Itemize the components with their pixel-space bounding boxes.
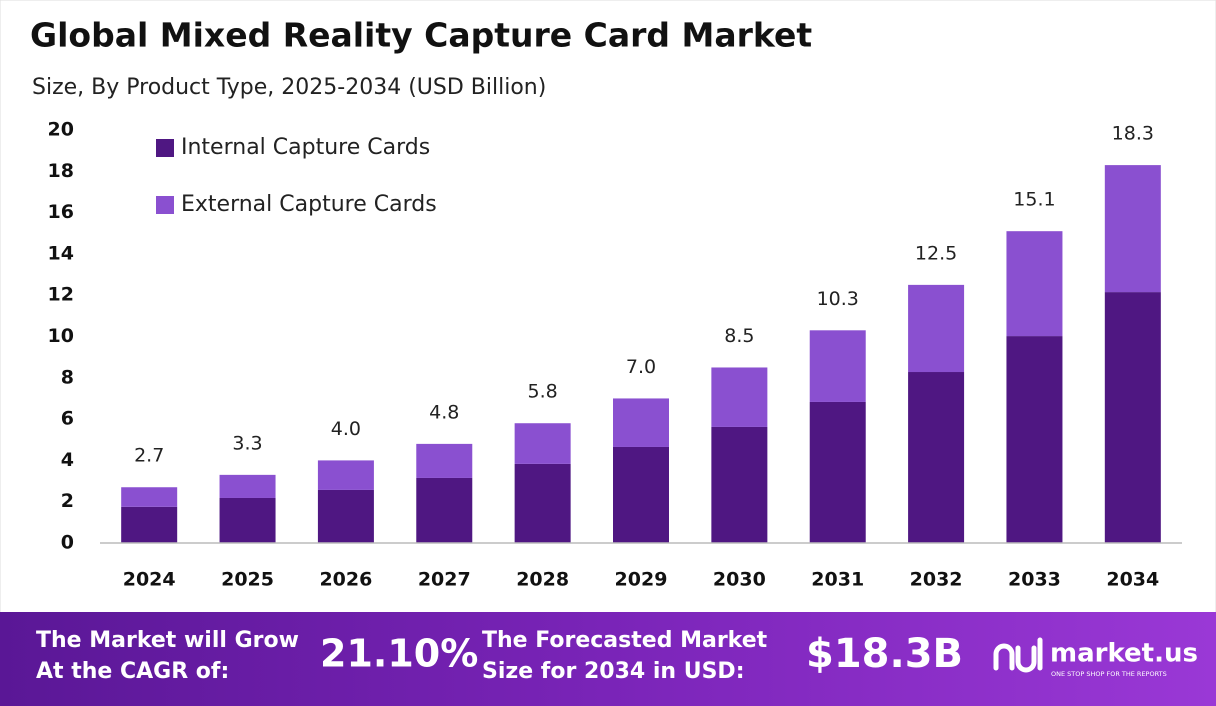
legend-swatch (156, 139, 174, 157)
total-label: 4.0 (331, 418, 361, 440)
bar-segment (514, 423, 571, 464)
y-tick-label: 20 (48, 119, 74, 141)
bar-segment (317, 460, 374, 490)
forecast-value: $18.3B (806, 631, 963, 677)
bar-segment (1104, 292, 1161, 543)
bar-segment (613, 446, 669, 543)
x-tick-label: 2031 (811, 569, 864, 591)
bar-segment (908, 372, 965, 543)
x-tick-label: 2025 (221, 569, 274, 591)
x-tick-label: 2034 (1106, 569, 1159, 591)
y-tick-label: 12 (48, 284, 74, 306)
bar-segment (219, 497, 276, 543)
footer-text: The Market will Grow (36, 628, 299, 653)
x-tick-label: 2030 (713, 569, 766, 591)
bar-segment (613, 398, 669, 447)
x-tick-label: 2029 (615, 569, 668, 591)
footer-text: Size for 2034 in USD: (482, 659, 745, 684)
total-label: 12.5 (915, 242, 957, 264)
x-tick-label: 2024 (123, 569, 176, 591)
total-label: 8.5 (724, 325, 754, 347)
brand-logo (993, 637, 1043, 673)
chart-title: Global Mixed Reality Capture Card Market (30, 16, 812, 55)
total-label: 2.7 (134, 445, 164, 467)
chart-subtitle: Size, By Product Type, 2025-2034 (USD Bi… (32, 75, 546, 100)
legend-label: Internal Capture Cards (181, 135, 430, 160)
bar-segment (1006, 336, 1063, 543)
y-tick-label: 14 (48, 242, 74, 264)
total-label: 7.0 (626, 356, 656, 378)
bar-segment (416, 443, 473, 478)
bar-segment (121, 487, 178, 507)
y-tick-label: 18 (48, 160, 74, 182)
total-label: 4.8 (429, 401, 459, 423)
cagr-value: 21.10% (320, 632, 478, 676)
brand-tagline: ONE STOP SHOP FOR THE REPORTS (1051, 670, 1167, 678)
bar-segment (317, 489, 374, 543)
legend-label: External Capture Cards (181, 192, 437, 217)
total-label: 10.3 (817, 288, 859, 310)
total-label: 5.8 (528, 381, 558, 403)
y-tick-label: 4 (61, 449, 74, 471)
bar-segment (809, 330, 866, 402)
bar-segment (514, 463, 571, 543)
bar-segment (711, 426, 768, 543)
total-label: 3.3 (232, 432, 262, 454)
total-label: 15.1 (1013, 189, 1055, 211)
bar-segment (908, 284, 965, 373)
x-tick-label: 2028 (516, 569, 569, 591)
y-tick-label: 6 (61, 408, 74, 430)
bar-segment (121, 506, 178, 543)
x-tick-label: 2033 (1008, 569, 1061, 591)
bar-segment (711, 367, 768, 427)
y-tick-label: 0 (61, 532, 74, 554)
bar-segment (1006, 231, 1063, 337)
bar-segment (219, 474, 276, 498)
bar-segment (416, 477, 473, 543)
y-tick-label: 8 (61, 366, 74, 388)
bar-segment (809, 401, 866, 543)
total-label: 18.3 (1112, 123, 1154, 145)
x-tick-label: 2027 (418, 569, 471, 591)
plot: 0 2 4 6 8 10 12 14 16 18 20 2.7 2024 3.3 2025 4.0 2026 4.… (48, 119, 1182, 591)
y-tick-label: 10 (48, 325, 74, 347)
footer-text: The Forecasted Market (482, 628, 768, 653)
y-tick-label: 16 (48, 201, 74, 223)
x-tick-label: 2032 (910, 569, 963, 591)
legend-swatch (156, 196, 174, 214)
brand-name: market.us (1050, 639, 1198, 669)
footer-text: At the CAGR of: (36, 659, 229, 684)
x-tick-label: 2026 (319, 569, 372, 591)
bar-segment (1104, 165, 1161, 293)
y-tick-label: 2 (61, 490, 74, 512)
